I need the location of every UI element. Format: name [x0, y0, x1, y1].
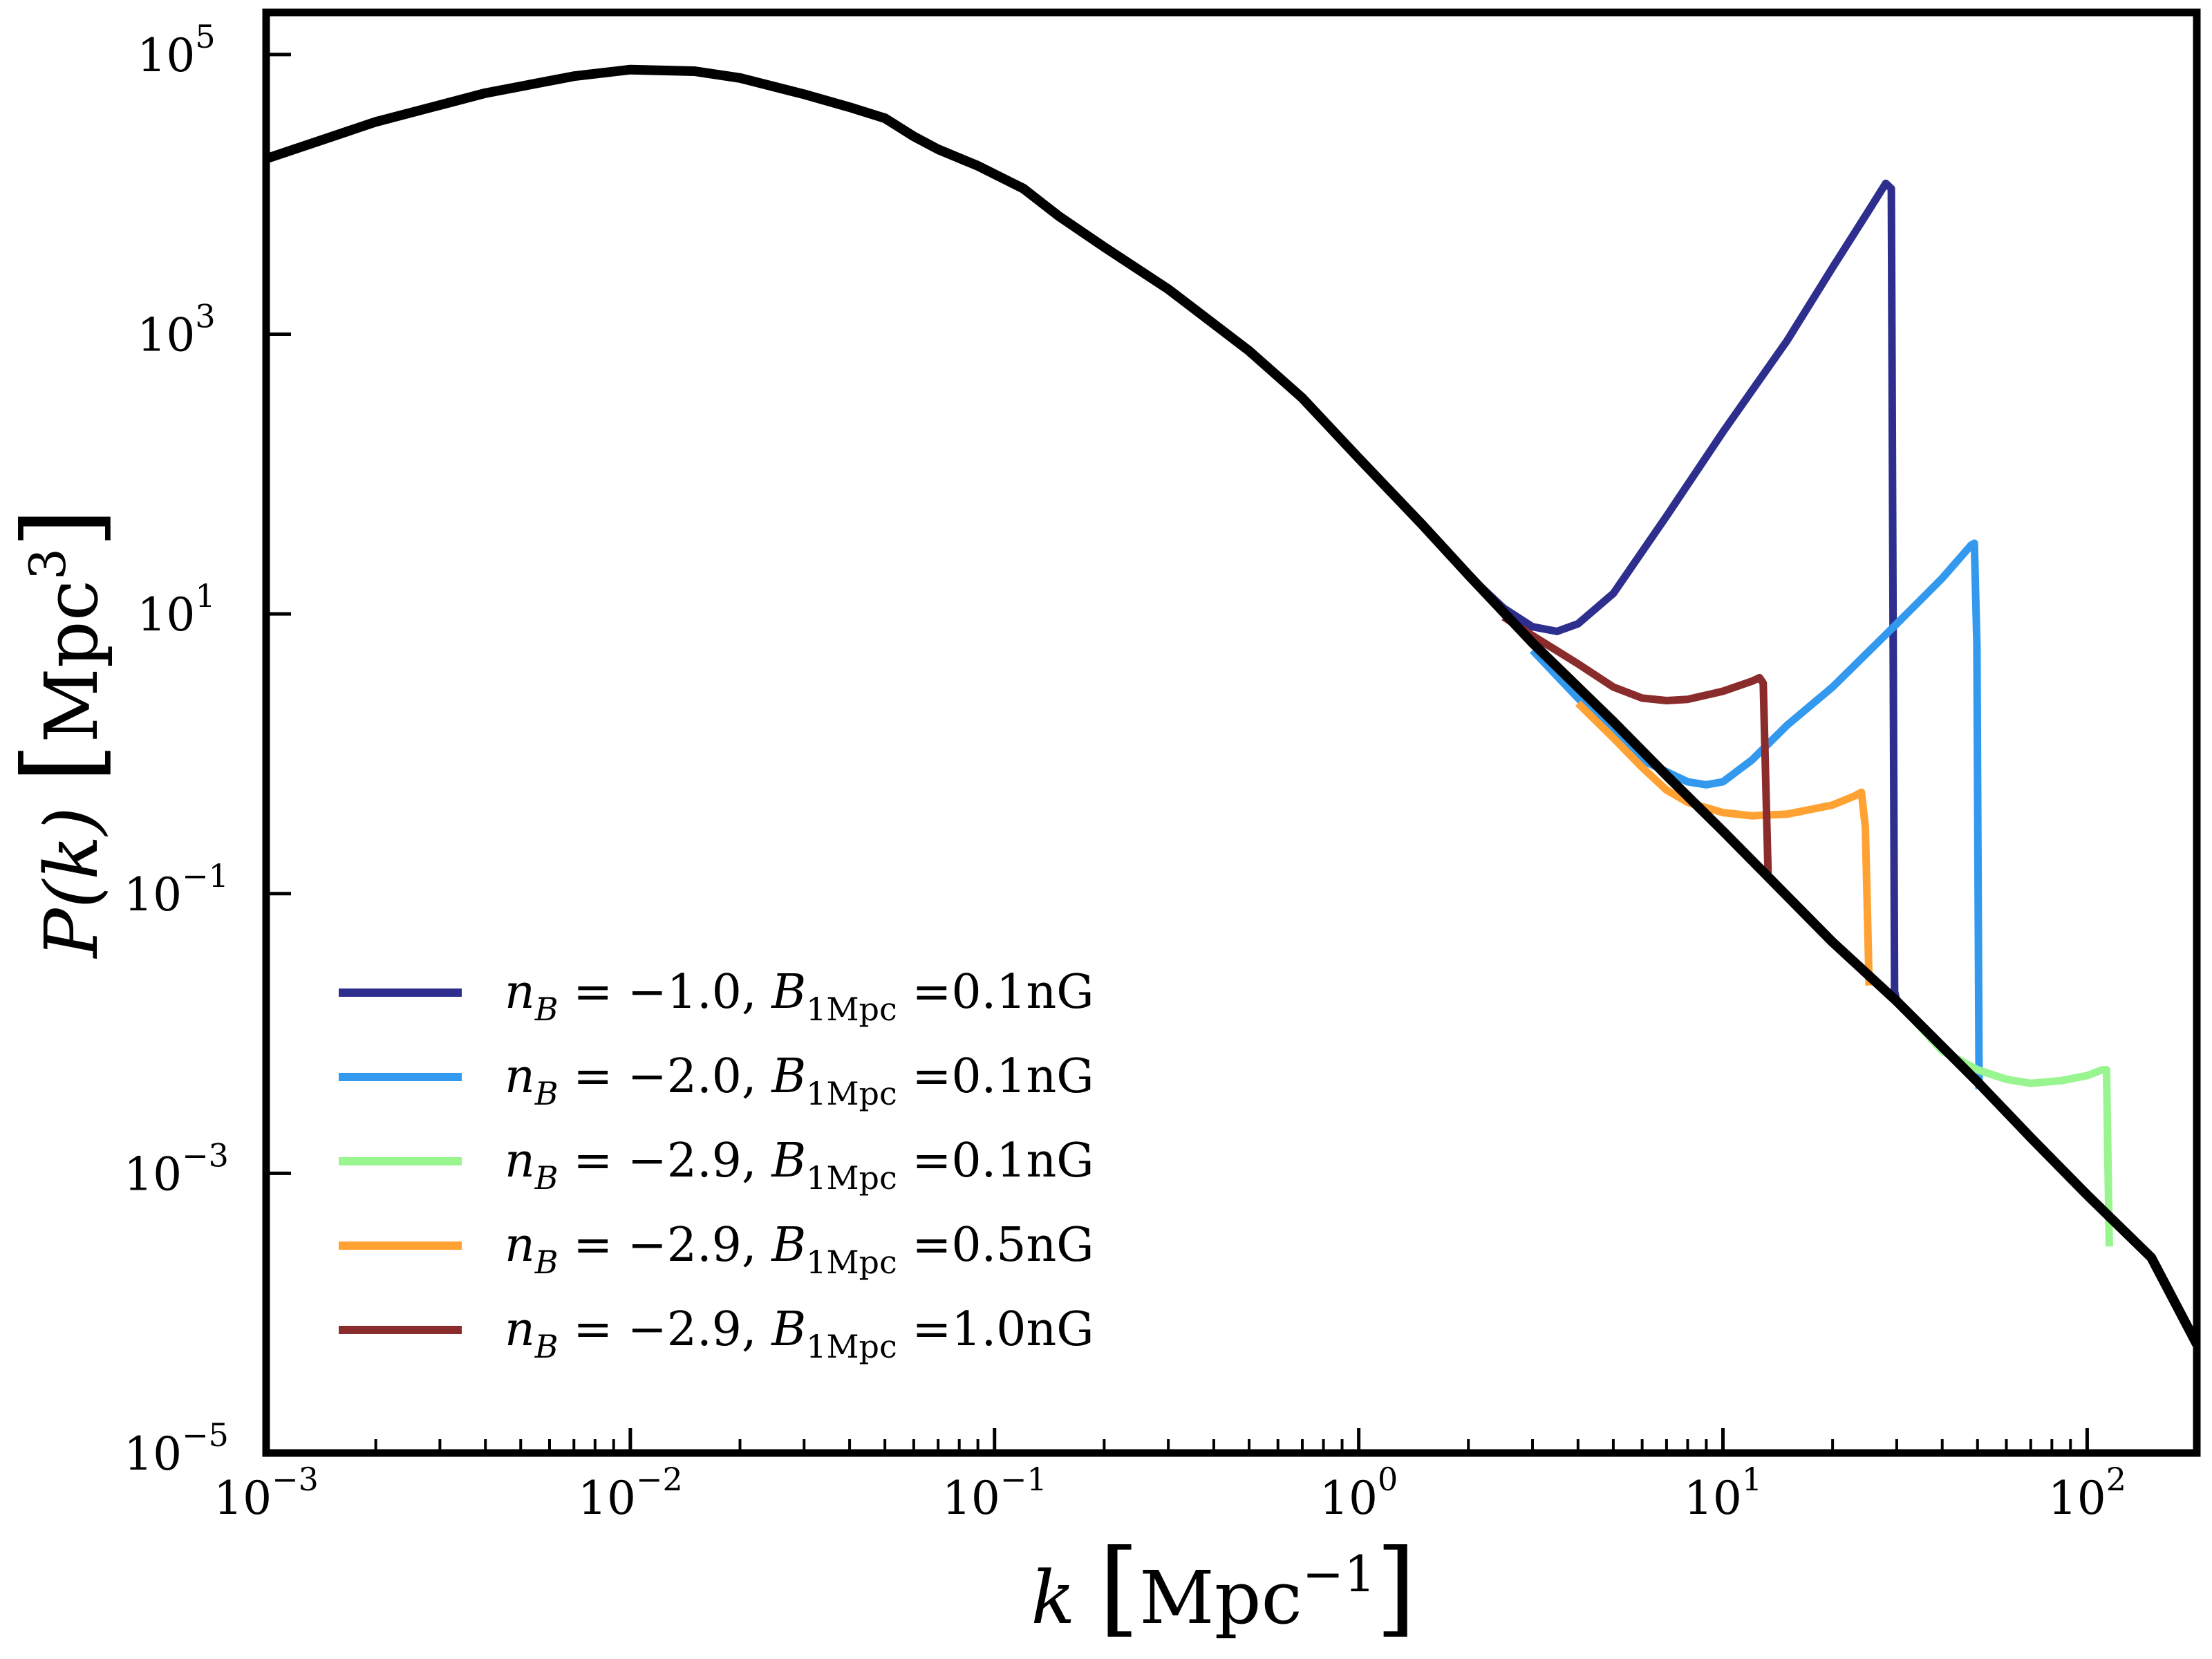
x-tick-label: 100 [1320, 1461, 1398, 1525]
legend-item: nB = −2.9, B1Mpc =0.5nG [339, 1218, 1094, 1281]
x-axis-label: k [Mpc−1] [1031, 1528, 1416, 1648]
legend-label: nB = −2.0, B1Mpc =0.1nG [505, 1049, 1094, 1112]
y-axis-label: P(k)[Mpc3] [1, 508, 122, 959]
x-axis-unit-exponent: −1 [1302, 1545, 1376, 1603]
svg-text:P(k)[Mpc3]: P(k)[Mpc3] [1, 508, 122, 959]
y-axis-unit-exponent: 3 [19, 548, 77, 580]
legend: nB = −1.0, B1Mpc =0.1nG nB = −2.0, B1Mpc … [339, 965, 1094, 1365]
svg-text:k[Mpc−1]: k [Mpc−1] [1031, 1528, 1416, 1648]
x-axis-unit: Mpc [1139, 1555, 1302, 1640]
legend-label: nB = −1.0, B1Mpc =0.1nG [505, 965, 1094, 1028]
x-tick-label: 10−1 [942, 1461, 1047, 1525]
tick-labels: 10−3 10−2 10−1 100 101 10210−510−310−11011031… [124, 18, 2126, 1525]
y-tick-label: 101 [137, 577, 215, 641]
x-tick-label: 102 [2048, 1461, 2126, 1525]
series-line-n-2.9-b1.0 [1501, 613, 1772, 874]
y-tick-label: 10−5 [124, 1416, 229, 1481]
series-line-linear [266, 64, 2197, 1347]
legend-item: nB = −2.9, B1Mpc =0.1nG [339, 1134, 1094, 1197]
plot-frame [262, 8, 2201, 1457]
x-tick-label: 101 [1684, 1461, 1762, 1525]
series-line-n-1.0-b0.1 [1465, 179, 1901, 1002]
series-layer [266, 64, 2197, 1347]
y-axis-unit: Mpc [29, 580, 114, 743]
y-tick-label: 10−3 [124, 1136, 229, 1201]
series-line-n-2.9-b0.5 [1575, 700, 1873, 986]
x-axis-symbol: k [1031, 1555, 1075, 1640]
y-axis-symbol: P(k) [29, 807, 114, 959]
legend-label: nB = −2.9, B1Mpc =1.0nG [505, 1302, 1094, 1365]
legend-item: nB = −2.0, B1Mpc =0.1nG [339, 1049, 1094, 1112]
legend-item: nB = −1.0, B1Mpc =0.1nG [339, 965, 1094, 1028]
legend-item: nB = −2.9, B1Mpc =1.0nG [339, 1302, 1094, 1365]
y-tick-label: 105 [137, 18, 215, 82]
series-line-n-2.0-b0.1 [1530, 539, 1983, 1089]
x-tick-label: 10−3 [214, 1461, 319, 1525]
y-tick-label: 10−1 [124, 857, 229, 921]
y-tick-label: 103 [137, 298, 215, 362]
legend-label: nB = −2.9, B1Mpc =0.1nG [505, 1134, 1094, 1197]
legend-label: nB = −2.9, B1Mpc =0.5nG [505, 1218, 1094, 1281]
x-tick-label: 10−2 [578, 1461, 683, 1525]
